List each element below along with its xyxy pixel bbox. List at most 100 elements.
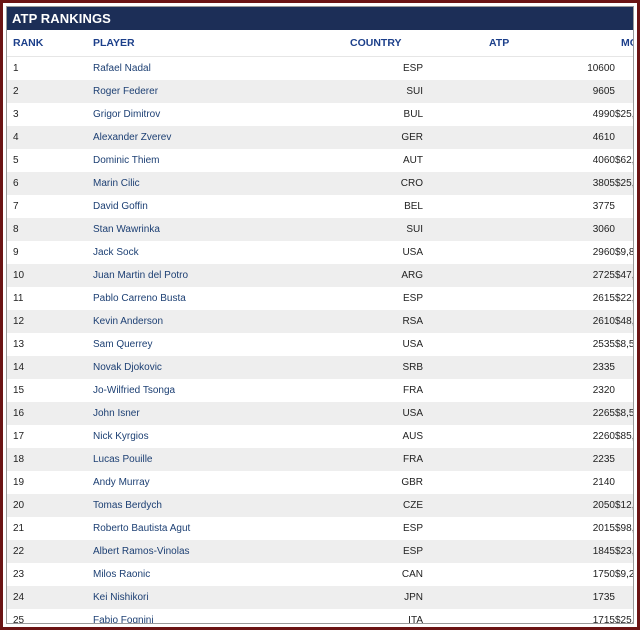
- rank-cell: 3: [13, 109, 19, 120]
- player-name-link[interactable]: Juan Martin del Potro: [85, 264, 342, 287]
- atp-points-cell: 2320: [592, 385, 615, 396]
- money-cell: [615, 586, 633, 609]
- atp-points-cell: 4610: [423, 126, 615, 149]
- money-cell: $22,330: [615, 293, 633, 304]
- atp-points-cell: 3775: [592, 201, 615, 212]
- table-row: 8 Stan Wawrinka SUI 3060: [7, 218, 633, 241]
- table-header-row: RANK PLAYER COUNTRY ATP MONEY: [7, 30, 633, 57]
- atp-points-cell: 2960: [592, 247, 615, 258]
- table-row: 2 Roger Federer SUI 9605: [7, 80, 633, 103]
- table-row: 5 Dominic Thiem AUT 4060$62,240: [7, 149, 633, 172]
- atp-points-cell: 3060: [423, 218, 615, 241]
- country-cell: BUL: [403, 109, 423, 120]
- country-cell: ESP: [342, 540, 423, 563]
- player-name-link[interactable]: Grigor Dimitrov: [93, 109, 161, 120]
- player-name-link[interactable]: Roger Federer: [85, 80, 342, 103]
- money-cell: $25,935: [615, 109, 633, 120]
- player-name-link[interactable]: Jo-Wilfried Tsonga: [93, 385, 176, 396]
- table-row: 23 Milos Raonic CAN 1750$9,225: [7, 563, 633, 586]
- column-header-atp[interactable]: ATP: [423, 30, 615, 57]
- player-name-link[interactable]: Andy Murray: [93, 477, 150, 488]
- player-name-link[interactable]: Rafael Nadal: [93, 63, 151, 74]
- money-cell: [615, 448, 633, 471]
- player-name-link[interactable]: Dominic Thiem: [93, 155, 160, 166]
- rank-cell: 1: [13, 63, 19, 74]
- player-name-link[interactable]: John Isner: [85, 402, 342, 425]
- table-row: 15 Jo-Wilfried Tsonga FRA 2320: [7, 379, 633, 402]
- rank-cell: 19: [13, 477, 25, 488]
- atp-points-cell: 4990: [592, 109, 615, 120]
- player-name-link[interactable]: Roberto Bautista Agut: [93, 523, 191, 534]
- country-cell: AUS: [402, 431, 423, 442]
- player-name-link[interactable]: Tomas Berdych: [85, 494, 342, 517]
- money-cell: [615, 195, 633, 218]
- country-cell: SRB: [342, 356, 423, 379]
- table-row: 18 Lucas Pouille FRA 2235: [7, 448, 633, 471]
- player-name-link[interactable]: Albert Ramos-Vinolas: [85, 540, 342, 563]
- table-row: 17 Nick Kyrgios AUS 2260$85,720: [7, 425, 633, 448]
- rank-cell: 8: [7, 218, 85, 241]
- rank-cell: 15: [13, 385, 25, 396]
- country-cell: SUI: [342, 80, 423, 103]
- money-cell: $9,860: [615, 247, 633, 258]
- player-name-link[interactable]: Milos Raonic: [93, 569, 151, 580]
- atp-points-cell: 2610: [423, 310, 615, 333]
- table-row: 1 Rafael Nadal ESP 10600: [7, 57, 633, 81]
- column-header-country[interactable]: COUNTRY: [342, 30, 423, 57]
- rank-cell: 16: [7, 402, 85, 425]
- player-name-link[interactable]: Kevin Anderson: [85, 310, 342, 333]
- table-row: 14 Novak Djokovic SRB 2335: [7, 356, 633, 379]
- country-cell: ITA: [408, 615, 423, 624]
- player-name-link[interactable]: Marin Cilic: [85, 172, 342, 195]
- money-cell: $12,380: [615, 494, 633, 517]
- country-cell: BEL: [404, 201, 423, 212]
- atp-points-cell: 1715: [592, 615, 615, 624]
- atp-points-cell: 10600: [587, 63, 615, 74]
- atp-points-cell: 2140: [592, 477, 615, 488]
- atp-points-cell: 3805: [423, 172, 615, 195]
- table-row: 11 Pablo Carreno Busta ESP 2615$22,330: [7, 287, 633, 310]
- table-row: 4 Alexander Zverev GER 4610: [7, 126, 633, 149]
- rank-cell: 25: [13, 615, 25, 624]
- country-cell: AUT: [403, 155, 423, 166]
- rank-cell: 9: [13, 247, 19, 258]
- player-name-link[interactable]: Stan Wawrinka: [85, 218, 342, 241]
- player-name-link[interactable]: Novak Djokovic: [85, 356, 342, 379]
- money-cell: [615, 471, 633, 494]
- column-header-money[interactable]: MONEY: [615, 30, 633, 57]
- money-cell: [615, 218, 633, 241]
- atp-points-cell: 2265: [423, 402, 615, 425]
- player-name-link[interactable]: Lucas Pouille: [85, 448, 342, 471]
- country-cell: JPN: [342, 586, 423, 609]
- rank-cell: 23: [13, 569, 25, 580]
- rank-cell: 10: [7, 264, 85, 287]
- money-cell: $25,080: [615, 615, 633, 624]
- atp-points-cell: 4060: [592, 155, 615, 166]
- player-name-link[interactable]: Jack Sock: [93, 247, 139, 258]
- atp-points-cell: 2235: [423, 448, 615, 471]
- atp-points-cell: 2015: [592, 523, 615, 534]
- table-row: 3 Grigor Dimitrov BUL 4990$25,935: [7, 103, 633, 126]
- money-cell: [615, 126, 633, 149]
- rank-cell: 14: [7, 356, 85, 379]
- rank-cell: 24: [7, 586, 85, 609]
- player-name-link[interactable]: Sam Querrey: [93, 339, 153, 350]
- money-cell: [615, 356, 633, 379]
- country-cell: ESP: [402, 523, 423, 534]
- player-name-link[interactable]: Nick Kyrgios: [93, 431, 149, 442]
- player-name-link[interactable]: Alexander Zverev: [85, 126, 342, 149]
- rank-cell: 5: [13, 155, 19, 166]
- money-cell: [615, 80, 633, 103]
- column-header-rank[interactable]: RANK: [7, 30, 85, 57]
- player-name-link[interactable]: Fabio Fognini: [93, 615, 154, 624]
- country-cell: USA: [402, 339, 423, 350]
- player-name-link[interactable]: Kei Nishikori: [85, 586, 342, 609]
- column-header-player[interactable]: PLAYER: [85, 30, 342, 57]
- rank-cell: 20: [7, 494, 85, 517]
- player-name-link[interactable]: David Goffin: [93, 201, 148, 212]
- player-name-link[interactable]: Pablo Carreno Busta: [93, 293, 186, 304]
